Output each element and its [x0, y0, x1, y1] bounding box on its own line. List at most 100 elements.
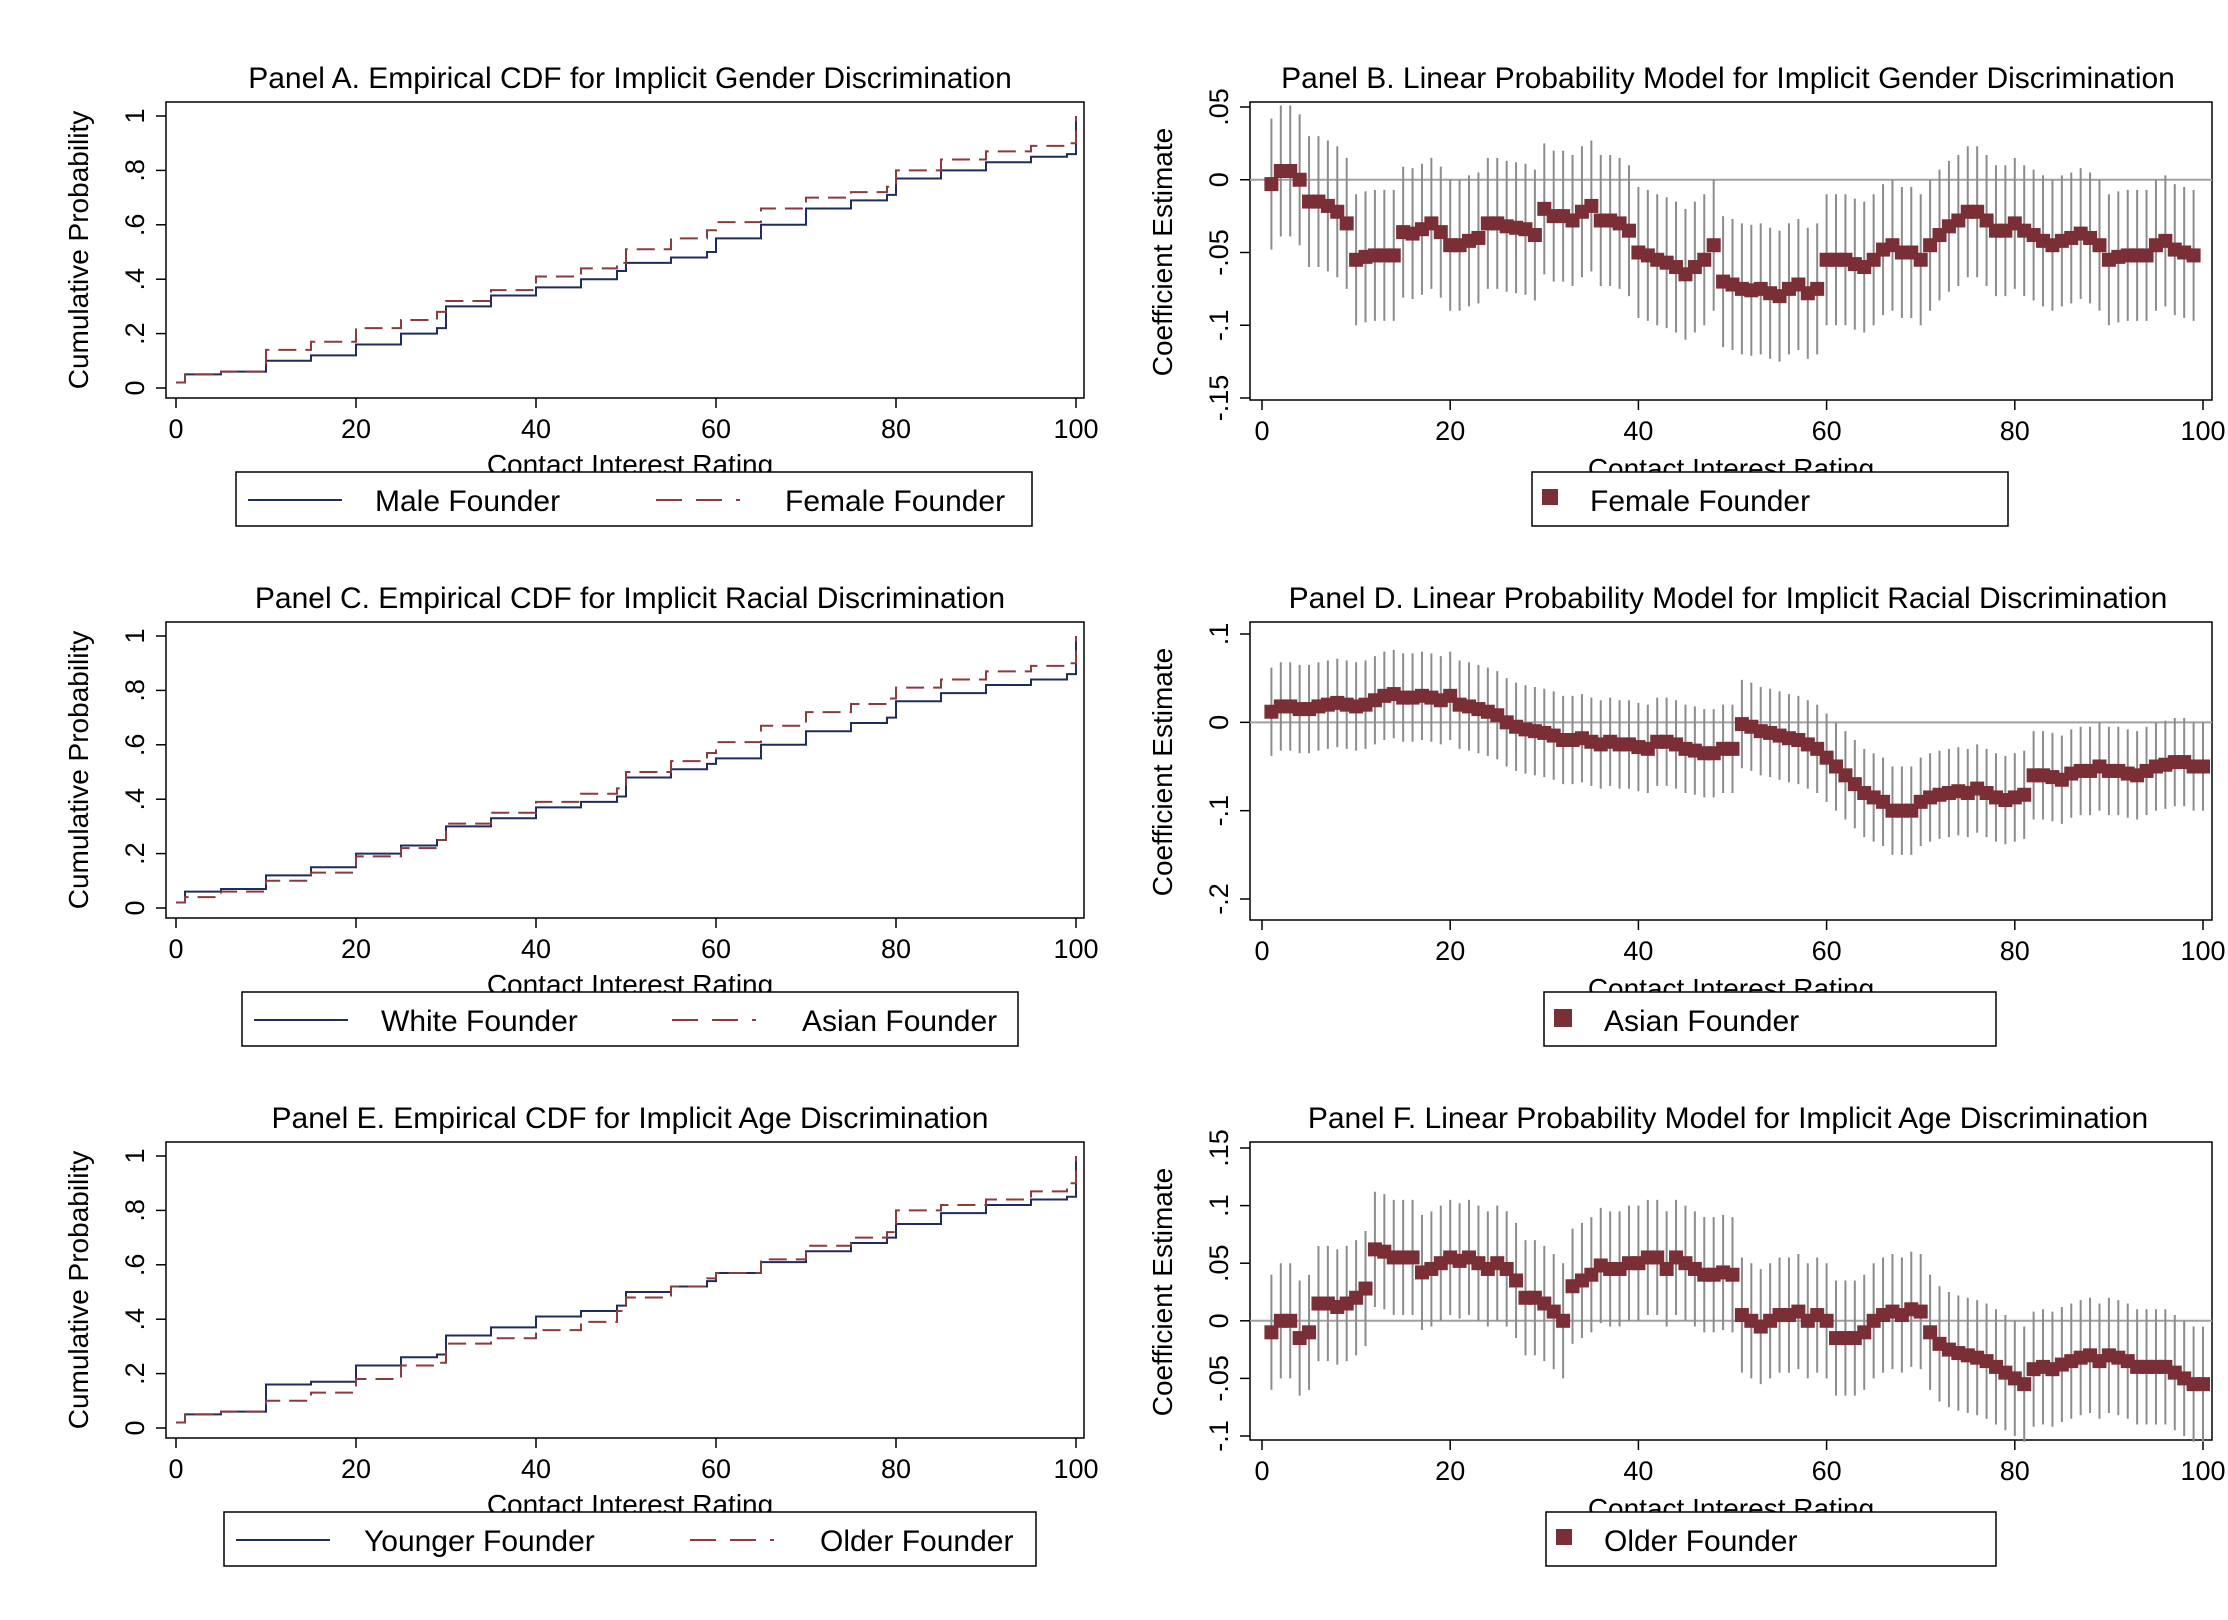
cdf-line-solid-younger-founder [176, 1156, 1077, 1424]
x-tick-label: 40 [521, 934, 551, 964]
x-tick-label: 0 [1254, 416, 1269, 446]
y-tick-label: 0 [1204, 715, 1234, 730]
coefficient-point [1725, 741, 1740, 756]
coefficient-point [2196, 759, 2210, 774]
y-tick-label: 1 [120, 108, 150, 123]
panel-e-legend-label-older: Older Founder [820, 1525, 1013, 1558]
panel-e-plot-frame [165, 1141, 1085, 1439]
x-tick-label: 100 [1053, 934, 1098, 964]
panel-c-y-ticks: 0 .2 .4 .6 .8 1 [120, 628, 166, 916]
x-tick-label: 40 [1623, 1456, 1653, 1486]
y-tick-label: .1 [1204, 623, 1234, 646]
x-tick-label: 100 [2180, 936, 2225, 966]
x-tick-label: 0 [1254, 1456, 1269, 1486]
y-tick-label: .15 [1204, 1129, 1234, 1167]
panel-b-chart: Panel B. Linear Probability Model for Im… [1147, 62, 2226, 527]
panel-a-plot-frame [165, 101, 1085, 399]
coefficient-point [1302, 1325, 1317, 1340]
panel-e-y-ticks: 0 .2 .4 .6 .8 1 [120, 1148, 166, 1436]
y-tick-label: .4 [120, 1308, 150, 1331]
x-tick-label: 100 [2180, 416, 2225, 446]
panel-a-legend: Male Founder Female Founder [235, 471, 1033, 527]
x-tick-label: 20 [1435, 416, 1465, 446]
y-tick-label: .6 [120, 214, 150, 237]
panel-d-y-ticks: -.2 -.1 0 .1 [1204, 623, 1250, 915]
coefficient-point [1433, 225, 1448, 240]
x-tick-label: 0 [168, 934, 183, 964]
panel-a-legend-box [235, 471, 1033, 527]
panel-c-series [176, 636, 1077, 904]
y-tick-label: .2 [120, 1362, 150, 1385]
y-tick-label: 1 [120, 1148, 150, 1163]
panel-b-legend-marker [1542, 489, 1558, 505]
y-tick-label: -.1 [1204, 309, 1234, 341]
coefficient-point [1499, 1261, 1514, 1276]
x-tick-label: 40 [521, 414, 551, 444]
y-tick-label: .05 [1204, 1244, 1234, 1282]
panel-b-y-label: Coefficient Estimate [1147, 128, 1178, 377]
panel-a-title: Panel A. Empirical CDF for Implicit Gend… [248, 62, 1012, 95]
y-tick-label: 1 [120, 628, 150, 643]
cdf-line-dashed-female-founder [176, 116, 1077, 384]
panel-f-legend-box [1545, 1511, 1997, 1567]
coefficient-point [1923, 1325, 1938, 1340]
coefficient-point [1697, 252, 1712, 267]
panel-b-title: Panel B. Linear Probability Model for Im… [1281, 62, 2175, 95]
x-tick-label: 60 [1812, 936, 1842, 966]
panel-e: Panel E. Empirical CDF for Implicit Age … [0, 1070, 1114, 1610]
coefficient-point [1339, 216, 1354, 231]
panel-d-legend: Asian Founder [1543, 991, 1997, 1047]
panel-c-x-ticks: 0 20 40 60 80 100 [168, 918, 1099, 964]
y-tick-label: .2 [120, 322, 150, 345]
y-tick-label: .2 [120, 842, 150, 865]
panel-a-y-ticks: 0 .2 .4 .6 .8 1 [120, 108, 166, 396]
cdf-line-dashed-older-founder [176, 1156, 1077, 1424]
coefficient-point [2017, 787, 2032, 802]
panel-e-y-label: Cumulative Probability [63, 1151, 94, 1430]
coefficient-point [1725, 1267, 1740, 1282]
panel-f-x-ticks: 0 20 40 60 80 100 [1254, 1440, 2226, 1486]
coefficient-point [1283, 1313, 1298, 1328]
panel-f-plot-frame [1249, 1141, 2213, 1441]
coefficient-point [1264, 1325, 1279, 1340]
panel-e-legend-box [223, 1511, 1037, 1567]
y-tick-label: .4 [120, 788, 150, 811]
coefficient-point [1405, 1250, 1420, 1265]
coefficient-point [1913, 252, 1928, 267]
panel-e-series [176, 1156, 1077, 1424]
panel-c-legend-label-white: White Founder [381, 1005, 578, 1038]
panel-a-legend-label-female: Female Founder [785, 485, 1005, 518]
coefficient-point [1527, 228, 1542, 243]
panel-e-legend: Younger Founder Older Founder [223, 1511, 1037, 1567]
panel-c-legend-label-asian: Asian Founder [802, 1005, 997, 1038]
panel-e-legend-label-younger: Younger Founder [364, 1525, 595, 1558]
panel-b-x-ticks: 0 20 40 60 80 100 [1254, 400, 2226, 446]
coefficient-point [2092, 238, 2107, 253]
panel-d-title: Panel D. Linear Probability Model for Im… [1289, 582, 2168, 615]
panel-a: Panel A. Empirical CDF for Implicit Gend… [0, 30, 1114, 570]
panel-a-y-label: Cumulative Probability [63, 111, 94, 390]
x-tick-label: 40 [1623, 416, 1653, 446]
coefficient-point [1264, 177, 1279, 192]
x-tick-label: 100 [1053, 1454, 1098, 1484]
panel-f-y-label: Coefficient Estimate [1147, 1168, 1178, 1417]
panel-d: Panel D. Linear Probability Model for Im… [1114, 550, 2228, 1090]
y-tick-label: .1 [1204, 1194, 1234, 1217]
y-tick-label: .6 [120, 1254, 150, 1277]
y-tick-label: .8 [120, 159, 150, 182]
coefficient-point [1509, 1273, 1524, 1288]
x-tick-label: 100 [1053, 414, 1098, 444]
coefficient-point [1386, 248, 1401, 263]
panel-e-chart: Panel E. Empirical CDF for Implicit Age … [63, 1102, 1099, 1567]
y-tick-label: 0 [1204, 1313, 1234, 1328]
y-tick-label: -.05 [1204, 1355, 1234, 1402]
coefficient-point [1584, 198, 1599, 213]
panel-f-title: Panel F. Linear Probability Model for Im… [1308, 1102, 2148, 1135]
x-tick-label: 80 [881, 414, 911, 444]
x-tick-label: 20 [341, 934, 371, 964]
panel-c: Panel C. Empirical CDF for Implicit Raci… [0, 550, 1114, 1090]
cdf-line-dashed-asian-founder [176, 636, 1077, 904]
panel-d-legend-label: Asian Founder [1604, 1005, 1799, 1038]
panel-d-x-ticks: 0 20 40 60 80 100 [1254, 920, 2226, 966]
panel-d-chart: Panel D. Linear Probability Model for Im… [1147, 582, 2226, 1047]
